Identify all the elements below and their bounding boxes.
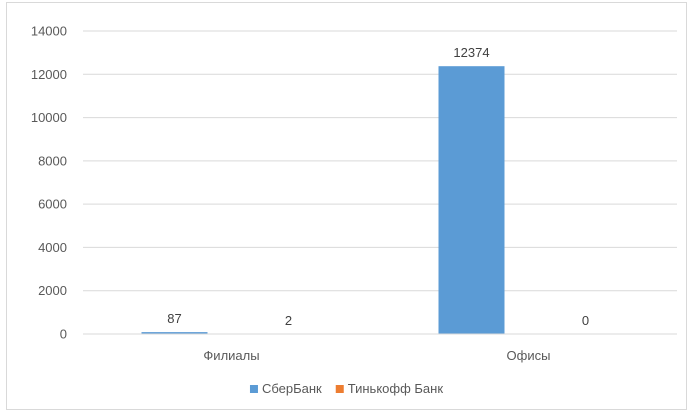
y-tick-label: 10000 <box>31 110 67 125</box>
legend-swatch <box>249 385 258 393</box>
chart-frame: 87 2 12374 0 0 2000 4000 6000 8000 10000 12000 140… <box>6 2 687 410</box>
gridlines <box>83 30 677 335</box>
data-label: 0 <box>582 313 589 328</box>
legend-label: СберБанк <box>262 381 322 396</box>
axes: 0 2000 4000 6000 8000 10000 12000 14000 Филиалы О… <box>31 24 677 363</box>
y-tick-label: 6000 <box>38 197 67 212</box>
y-tick-label: 2000 <box>38 283 67 298</box>
legend-label: Тинькофф Банк <box>348 381 444 396</box>
legend-item: СберБанк <box>249 381 322 396</box>
bar-chart: 87 2 12374 0 0 2000 4000 6000 8000 10000 12000 140… <box>31 24 677 396</box>
x-category-label: Филиалы <box>203 348 259 363</box>
legend-item: Тинькофф Банк <box>335 381 444 396</box>
data-label: 12374 <box>453 45 489 60</box>
y-tick-label: 4000 <box>38 240 67 255</box>
legend-swatch <box>335 385 344 393</box>
y-tick-label: 12000 <box>31 67 67 82</box>
data-label: 87 <box>167 311 181 326</box>
bar <box>141 332 208 334</box>
x-category-label: Офисы <box>507 348 551 363</box>
legend: СберБанк Тинькофф Банк <box>249 381 444 396</box>
bars: 87 2 12374 0 <box>141 45 589 334</box>
data-label: 2 <box>285 313 292 328</box>
y-tick-label: 8000 <box>38 153 67 168</box>
y-tick-label: 14000 <box>31 24 67 39</box>
y-tick-label: 0 <box>60 327 67 342</box>
bar <box>438 66 505 334</box>
